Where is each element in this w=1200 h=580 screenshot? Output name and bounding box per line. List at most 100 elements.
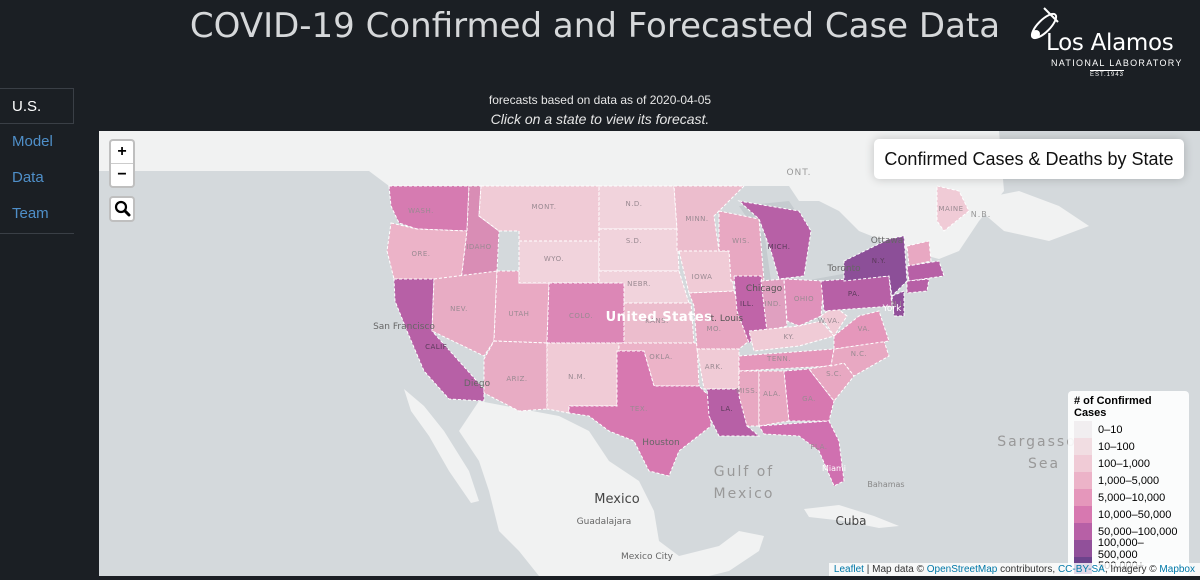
legend-label: 100,000–500,000 (1097, 536, 1144, 561)
label-sf: San Francisco (373, 322, 435, 332)
baja-land (404, 389, 479, 503)
zoom-in-button[interactable]: + (117, 143, 127, 160)
state-label: FLA. (811, 443, 828, 451)
state-label: MO. (707, 325, 722, 333)
state-ga[interactable] (783, 368, 835, 422)
state-ny[interactable] (843, 235, 908, 298)
label-toronto: Toronto (826, 264, 861, 274)
state-ariz[interactable] (483, 340, 548, 412)
mapbox-link[interactable]: Mapbox (1159, 564, 1195, 575)
state-fla[interactable] (758, 420, 845, 487)
state-label: UTAH (509, 310, 530, 318)
legend-item: 10,000–50,000 (1074, 506, 1183, 523)
label-gulf-2: Mexico (714, 486, 775, 502)
label-mexico-city: Mexico City (621, 552, 674, 562)
state-label: ORE. (411, 250, 430, 258)
legend-swatch (1074, 523, 1092, 540)
lanl-logo[interactable]: Los Alamos NATIONAL LABORATORY EST.1943 (1020, 4, 1192, 78)
state-label: S.C. (826, 370, 842, 378)
state-nebr[interactable] (598, 270, 690, 304)
search-button[interactable] (109, 196, 135, 222)
state-sd[interactable] (598, 228, 680, 272)
state-label: ARK. (705, 363, 723, 371)
state-ohio[interactable] (783, 278, 825, 327)
attrib-mapdata: | Map data © (863, 564, 927, 575)
attrib-imagery: , Imagery © (1104, 564, 1160, 575)
nav-data[interactable]: Data (12, 169, 44, 186)
legend-label: 50,000–100,000 (1098, 525, 1178, 538)
state-label: S.D. (626, 237, 642, 245)
state-maine[interactable] (936, 185, 970, 232)
legend-item: 100,000–500,000 (1074, 537, 1183, 561)
state-label: GA. (802, 395, 816, 403)
ccbysa-link[interactable]: CC-BY-SA (1057, 564, 1105, 575)
state-label: ILL. (740, 300, 754, 308)
state-nj[interactable] (891, 290, 905, 317)
zoom-out-button[interactable]: − (111, 163, 133, 186)
state-label: N.M. (568, 373, 586, 381)
state-label: KANS. (645, 317, 669, 325)
state-conn[interactable] (906, 278, 930, 294)
state-label: KY. (784, 333, 795, 341)
nav-us[interactable]: U.S. (0, 88, 74, 124)
state-mich[interactable] (737, 200, 812, 280)
label-ont: ONT. (786, 168, 811, 178)
maritimes-land (969, 191, 1089, 241)
state-label: VA. (858, 325, 871, 333)
logo-subtitle: NATIONAL LABORATORY (1051, 58, 1183, 68)
legend-item: 1,000–5,000 (1074, 472, 1183, 489)
leaflet-link[interactable]: Leaflet (833, 564, 864, 575)
side-nav: U.S. Model Data Team (0, 88, 74, 232)
page-title: COVID-19 Confirmed and Forecasted Case D… (189, 6, 1001, 46)
state-iowa[interactable] (678, 250, 735, 294)
state-label: NEBR. (627, 280, 651, 288)
legend-label: 10–100 (1098, 440, 1135, 453)
legend-label: 0–10 (1098, 423, 1123, 436)
legend-swatch (1074, 472, 1092, 489)
state-idaho[interactable] (460, 185, 500, 282)
label-diego: Diego (464, 379, 491, 389)
label-cuba: Cuba (836, 514, 867, 528)
zoom-control: + − (109, 139, 135, 188)
state-vt-nh[interactable] (906, 240, 932, 267)
state-label: OHIO (794, 295, 814, 303)
legend-swatch (1074, 421, 1092, 438)
legend-swatch (1074, 506, 1092, 523)
legend-swatch (1074, 489, 1092, 506)
state-va[interactable] (833, 310, 890, 350)
state-label: W.VA. (818, 317, 840, 325)
osm-link[interactable]: OpenStreetMap (926, 564, 998, 575)
state-tex[interactable] (568, 350, 712, 477)
state-mass[interactable] (906, 260, 945, 282)
map-legend: # of Confirmed Cases 0–10 10–100 100–1,000… (1068, 391, 1189, 576)
state-label: N.D. (625, 200, 642, 208)
state-nd[interactable] (598, 185, 678, 230)
nav-divider (0, 233, 74, 234)
nav-model[interactable]: Model (12, 133, 53, 150)
label-nb: N.B. (971, 210, 992, 219)
legend-swatch (1074, 540, 1092, 557)
label-york: York (882, 304, 903, 314)
attrib-contributors: contributors, (997, 564, 1058, 575)
state-label: IDAHO (466, 243, 491, 251)
label-ottawa: Ottawa (871, 236, 904, 246)
state-label: MINN. (685, 215, 708, 223)
nav-team[interactable]: Team (12, 205, 49, 222)
label-chicago: Chicago (746, 284, 783, 294)
state-label: ALA. (763, 390, 781, 398)
label-mexico: Mexico (594, 492, 639, 507)
state-ala[interactable] (758, 370, 790, 427)
map-container[interactable]: WASH. ORE. CALIF. IDAHO NEV. UTAH ARIZ. MONT. WY… (99, 131, 1200, 576)
map-canvas[interactable]: WASH. ORE. CALIF. IDAHO NEV. UTAH ARIZ. MONT. WY… (99, 131, 1200, 576)
label-miami: Miami (822, 464, 846, 473)
state-label: ARIZ. (506, 375, 527, 383)
state-nev[interactable] (431, 270, 498, 357)
state-label: WIS. (732, 237, 750, 245)
state-ind[interactable] (760, 278, 788, 332)
label-united-states: United States (606, 310, 713, 325)
state-label: CALIF. (425, 343, 449, 351)
state-ill[interactable] (733, 275, 768, 344)
search-icon (114, 200, 131, 217)
mexico-land (459, 401, 764, 576)
state-miss[interactable] (738, 370, 760, 427)
